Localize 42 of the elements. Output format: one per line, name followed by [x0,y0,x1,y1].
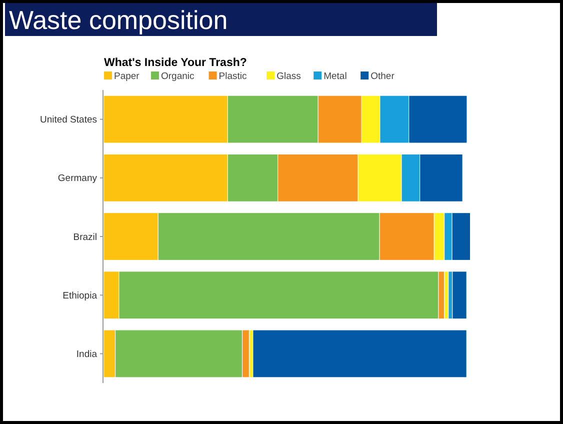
bar [116,330,242,378]
bar [444,272,448,319]
bar [104,96,228,143]
bar [358,154,402,202]
y-tick-label: Germany [58,173,98,184]
legend-label: Metal [324,71,347,82]
y-tick-label: Brazil [73,232,97,243]
bar [409,96,467,143]
bar [104,272,119,319]
bar [362,96,380,143]
bar [253,330,466,378]
chart-title: Waste composition [9,5,228,35]
legend-label: Organic [161,71,195,82]
legend-label: Paper [114,71,140,82]
y-tick-label: United States [40,114,98,126]
bar [158,213,380,260]
bar [402,154,420,202]
bar [380,213,434,260]
bar [228,154,278,202]
bar [434,213,444,260]
bar [242,330,249,378]
bar [452,213,470,260]
legend-label: Plastic [218,71,248,82]
chart-subtitle: What's Inside Your Trash? [104,57,247,69]
bar [318,96,362,143]
bar [444,213,452,260]
bar [452,272,466,319]
bar [119,272,438,319]
legend-label: Glass [276,71,302,82]
bar [278,154,358,202]
bar [104,330,115,378]
legend-label: Other [370,71,394,82]
bar [438,272,444,319]
bar [250,330,253,378]
bar [104,154,228,202]
bar [448,272,452,319]
bar [420,154,462,202]
bar [228,96,318,143]
bar [104,213,158,260]
bar [380,96,409,143]
y-tick-label: Ethiopia [62,290,98,302]
y-tick-label: India [76,349,98,360]
